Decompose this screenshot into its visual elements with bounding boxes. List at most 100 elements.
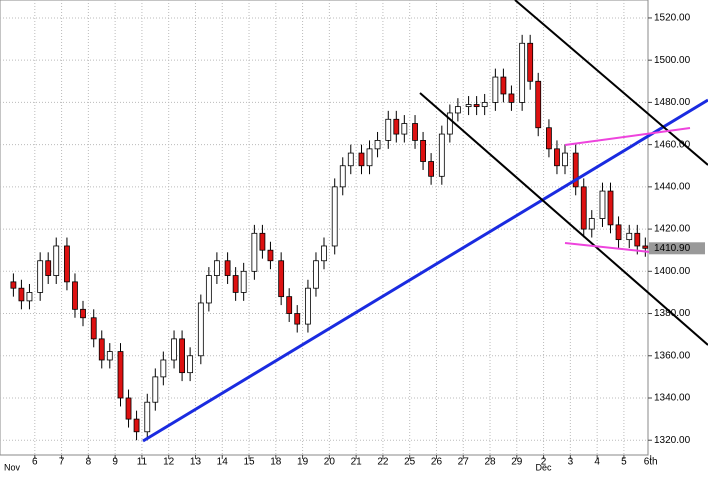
x-tick-label: 14	[217, 457, 229, 468]
candle-body	[554, 148, 560, 167]
candle-body	[347, 152, 354, 167]
candle-body	[420, 140, 426, 162]
x-tick-label: 12	[163, 457, 175, 468]
x-tick-label: 21	[351, 457, 363, 468]
candle-body	[465, 104, 472, 108]
candle-body	[240, 270, 247, 293]
candle-body	[197, 302, 204, 357]
plot-area	[0, 0, 649, 456]
x-tick-label: 2	[541, 457, 547, 468]
y-tick-label: 1500.00	[654, 55, 691, 66]
pink-upper	[564, 127, 691, 146]
x-tick-label: 6th	[644, 457, 658, 468]
candle-body	[179, 338, 185, 374]
candle-body	[438, 133, 445, 177]
month-label: Nov	[4, 462, 21, 472]
candle-body	[626, 232, 633, 241]
candle-body	[481, 102, 488, 108]
candle-body	[171, 338, 177, 361]
candle-body	[412, 123, 418, 141]
candle-body	[580, 186, 587, 230]
candle-body	[454, 106, 461, 114]
candles	[10, 34, 649, 441]
blue-trendline	[142, 98, 708, 443]
x-tick-label: 20	[324, 457, 336, 468]
candle-body	[125, 397, 132, 420]
candle-body	[80, 308, 86, 319]
candle-body	[117, 351, 124, 399]
candle-body	[278, 260, 285, 298]
candle-body	[106, 351, 113, 361]
candle-body	[152, 376, 159, 403]
candle-body	[313, 260, 319, 289]
grid	[0, 0, 648, 455]
y-tick-label: 1420.00	[654, 224, 691, 235]
y-tick-label: 1520.00	[654, 13, 691, 24]
x-tick-label: 9	[112, 457, 118, 468]
candle-body	[133, 418, 140, 433]
y-tick-label: 1360.00	[654, 350, 691, 361]
y-tick-label: 1440.00	[654, 181, 691, 192]
candle-body	[10, 281, 17, 289]
x-tick-label: 28	[484, 457, 496, 468]
candle-body	[205, 275, 212, 304]
y-tick-label: 1400.00	[654, 266, 691, 277]
candle-body	[374, 140, 381, 150]
channel-upper	[514, 0, 708, 166]
pink-lower	[564, 242, 651, 253]
candle-body	[90, 317, 97, 340]
candle-body	[213, 260, 220, 276]
axis-labels: 1320.00 1340.00 1360.00 1380.00 1400.00 1420.…	[4, 13, 705, 472]
candle-body	[607, 190, 614, 226]
candle-body	[562, 152, 568, 167]
candle-body	[321, 245, 327, 262]
candle-body	[358, 152, 365, 167]
y-tick-label: 1320.00	[654, 435, 691, 446]
candle-body	[428, 161, 435, 177]
candle-body	[572, 152, 579, 188]
candle-body	[187, 355, 194, 374]
candle-body	[385, 118, 392, 141]
candle-body	[53, 245, 60, 276]
candle-body	[26, 292, 33, 302]
candle-body	[535, 80, 542, 129]
candle-body	[251, 232, 258, 272]
x-tick-label: 8	[86, 457, 92, 468]
last-price-box	[649, 242, 705, 255]
candle-body	[232, 275, 239, 293]
x-tick-label: 6	[32, 457, 38, 468]
candle-body	[224, 260, 231, 276]
candle-body	[259, 232, 266, 251]
candle-body	[393, 118, 400, 135]
candle-body	[339, 165, 346, 188]
candle-body	[546, 127, 552, 150]
candle-body	[492, 76, 499, 103]
candle-body	[37, 260, 44, 293]
candle-body	[508, 93, 515, 103]
x-tick-label: 15	[243, 457, 255, 468]
candle-body	[615, 224, 622, 241]
candle-body	[446, 112, 453, 135]
x-tick-label: 18	[270, 457, 282, 468]
x-tick-label: 4	[594, 457, 600, 468]
month-label: Dec	[536, 462, 553, 472]
candle-body	[599, 190, 606, 219]
x-tick-label: 26	[431, 457, 443, 468]
y-tick-label: 1380.00	[654, 308, 691, 319]
x-tick-label: 29	[511, 457, 523, 468]
trendlines	[142, 0, 708, 443]
candle-body	[500, 76, 507, 95]
x-tick-label: 22	[377, 457, 389, 468]
channel-lower	[419, 92, 708, 346]
candle-body	[588, 218, 595, 230]
x-tick-label: 27	[458, 457, 470, 468]
x-tick-label: 13	[190, 457, 202, 468]
candle-body	[144, 401, 151, 433]
candle-body	[473, 104, 480, 108]
candle-body	[64, 245, 70, 283]
x-tick-label: 11	[137, 457, 148, 468]
candle-body	[267, 249, 274, 262]
candle-body	[634, 232, 641, 247]
candle-body	[98, 338, 105, 361]
candle-body	[642, 245, 649, 249]
